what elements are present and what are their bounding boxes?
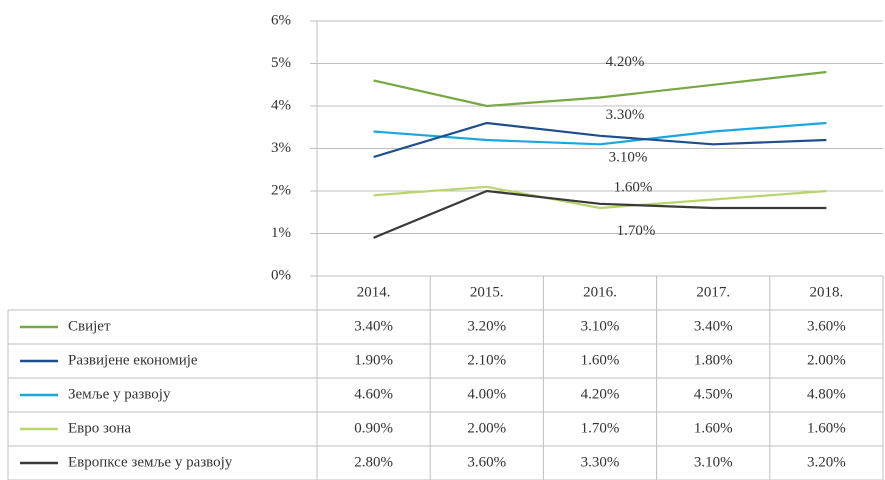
series-line: [373, 189, 827, 239]
table-cell: 0.90%: [354, 420, 393, 436]
table-cell: 3.20%: [807, 454, 846, 470]
table-cell: 1.80%: [694, 352, 733, 368]
table-cell: 4.50%: [694, 386, 733, 402]
legend-label: Развијене економије: [68, 352, 198, 368]
y-tick-label: 3%: [271, 140, 291, 156]
table-cell: 3.60%: [807, 318, 846, 334]
table-cell: 4.60%: [354, 386, 393, 402]
x-tick-label: 2016.: [583, 284, 617, 300]
table-cell: 3.20%: [467, 318, 506, 334]
x-tick-label: 2018.: [810, 284, 844, 300]
legend-label: Европксе земље у развоју: [68, 454, 233, 470]
table-cell: 3.60%: [467, 454, 506, 470]
series-line: [373, 121, 827, 146]
data-label: 1.70%: [617, 223, 656, 239]
series-line: [373, 70, 827, 108]
legend-label: Евро зона: [68, 420, 131, 436]
data-label: 3.30%: [606, 107, 645, 123]
legend-label: Свијет: [68, 318, 111, 334]
table-cell: 3.30%: [581, 454, 620, 470]
y-tick-label: 1%: [271, 225, 291, 241]
x-tick-label: 2017.: [696, 284, 730, 300]
x-tick-label: 2014.: [357, 284, 391, 300]
table-cell: 4.00%: [467, 386, 506, 402]
table-cell: 1.90%: [354, 352, 393, 368]
y-tick-label: 4%: [271, 97, 291, 113]
y-tick-label: 2%: [271, 182, 291, 198]
table-cell: 2.00%: [807, 352, 846, 368]
table-cell: 1.70%: [581, 420, 620, 436]
series-line: [373, 121, 827, 159]
table-cell: 3.10%: [694, 454, 733, 470]
series-line: [373, 185, 827, 210]
table-cell: 1.60%: [694, 420, 733, 436]
table-cell: 2.00%: [467, 420, 506, 436]
y-tick-label: 6%: [271, 12, 291, 28]
table-cell: 3.40%: [354, 318, 393, 334]
table-cell: 4.80%: [807, 386, 846, 402]
data-label: 4.20%: [606, 54, 645, 70]
table-cell: 2.10%: [467, 352, 506, 368]
table-cell: 2.80%: [354, 454, 393, 470]
table-cell: 1.60%: [581, 352, 620, 368]
table-cell: 1.60%: [807, 420, 846, 436]
data-label: 3.10%: [609, 150, 648, 166]
y-tick-label: 0%: [271, 267, 291, 283]
table-cell: 3.40%: [694, 318, 733, 334]
y-tick-label: 5%: [271, 55, 291, 71]
table-cell: 3.10%: [581, 318, 620, 334]
x-tick-label: 2015.: [470, 284, 504, 300]
data-label: 1.60%: [614, 179, 653, 195]
table-cell: 4.20%: [581, 386, 620, 402]
legend-label: Земље у развоју: [68, 386, 171, 402]
